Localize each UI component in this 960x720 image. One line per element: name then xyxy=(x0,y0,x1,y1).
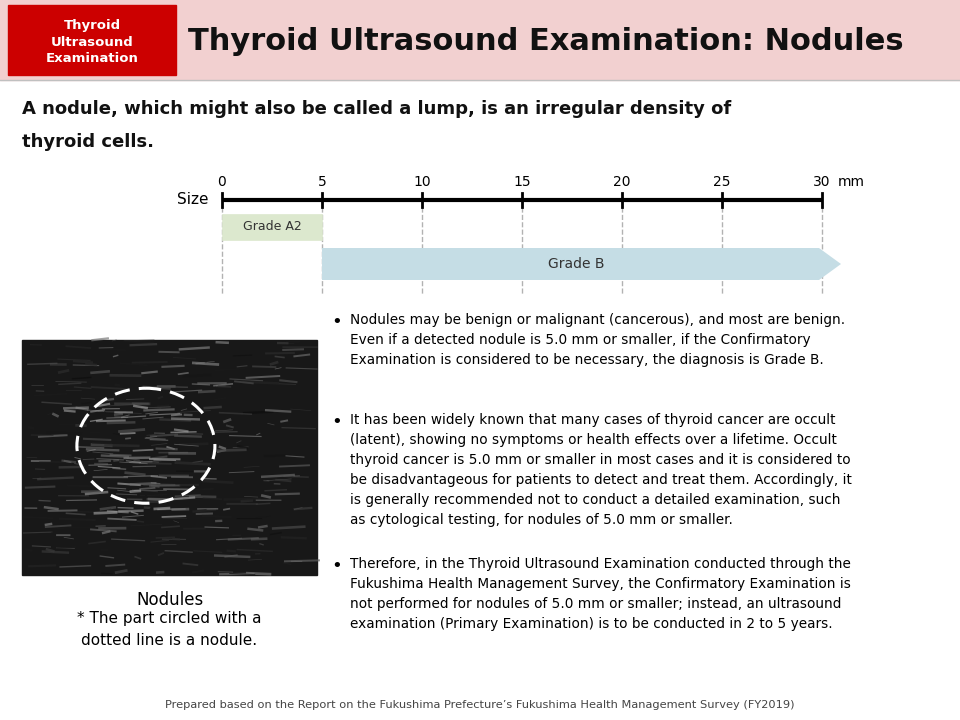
Bar xyxy=(8,5,176,75)
Text: thyroid cells.: thyroid cells. xyxy=(22,133,154,151)
Text: 25: 25 xyxy=(713,175,731,189)
Text: Thyroid Ultrasound Examination: Nodules: Thyroid Ultrasound Examination: Nodules xyxy=(188,27,903,56)
Text: Grade B: Grade B xyxy=(548,257,604,271)
Bar xyxy=(22,340,317,575)
Text: * The part circled with a
dotted line is a nodule.: * The part circled with a dotted line is… xyxy=(77,611,262,648)
Text: •: • xyxy=(331,313,343,331)
Text: Nodules: Nodules xyxy=(136,591,204,609)
Text: Prepared based on the Report on the Fukushima Prefecture’s Fukushima Health Mana: Prepared based on the Report on the Fuku… xyxy=(165,700,795,710)
Text: 0: 0 xyxy=(218,175,227,189)
Text: Grade A2: Grade A2 xyxy=(243,220,301,233)
Text: 20: 20 xyxy=(613,175,631,189)
Text: Size: Size xyxy=(177,192,208,207)
Text: •: • xyxy=(331,557,343,575)
Text: •: • xyxy=(331,413,343,431)
FancyArrow shape xyxy=(322,248,841,280)
Text: 5: 5 xyxy=(318,175,326,189)
Text: 10: 10 xyxy=(413,175,431,189)
Bar xyxy=(0,0,960,80)
Text: Nodules may be benign or malignant (cancerous), and most are benign.
Even if a d: Nodules may be benign or malignant (canc… xyxy=(350,313,845,367)
Text: 15: 15 xyxy=(514,175,531,189)
Text: Thyroid
Ultrasound
Examination: Thyroid Ultrasound Examination xyxy=(45,19,138,66)
Text: Therefore, in the Thyroid Ultrasound Examination conducted through the
Fukushima: Therefore, in the Thyroid Ultrasound Exa… xyxy=(350,557,851,631)
Text: mm: mm xyxy=(838,175,865,189)
Bar xyxy=(222,214,322,240)
Text: A nodule, which might also be called a lump, is an irregular density of: A nodule, which might also be called a l… xyxy=(22,100,732,118)
Text: It has been widely known that many cases of thyroid cancer are occult
(latent), : It has been widely known that many cases… xyxy=(350,413,852,527)
Text: 30: 30 xyxy=(813,175,830,189)
